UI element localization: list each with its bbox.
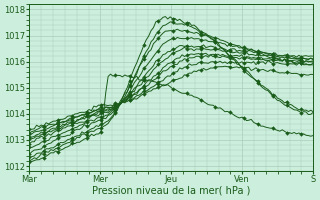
X-axis label: Pression niveau de la mer( hPa ): Pression niveau de la mer( hPa )	[92, 186, 251, 196]
